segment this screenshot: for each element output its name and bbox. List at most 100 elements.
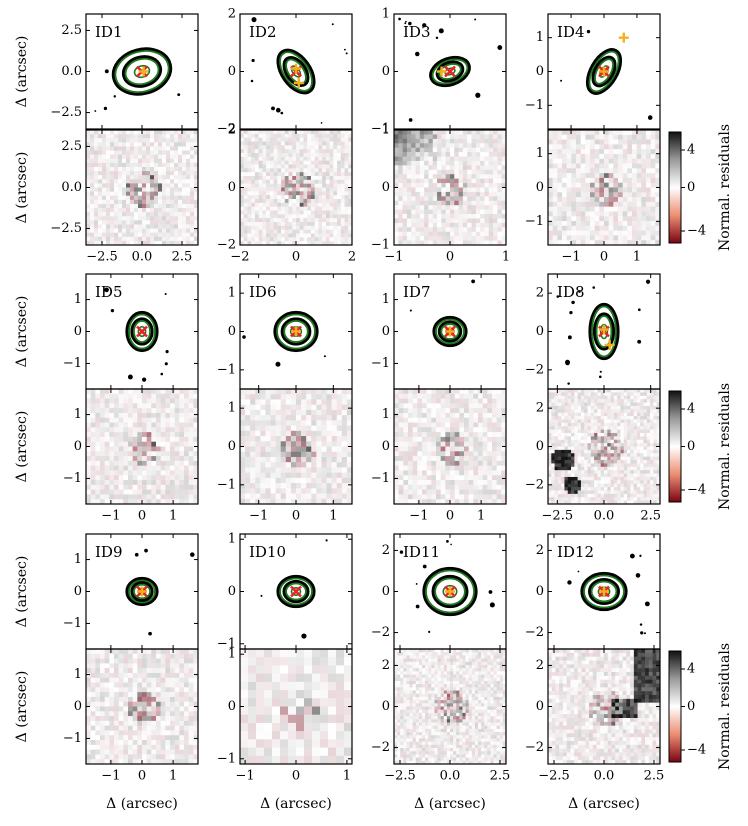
residual-pixel — [265, 394, 271, 400]
residual-pixel — [270, 483, 276, 489]
residual-pixel — [193, 432, 199, 438]
residual-pixel — [627, 201, 633, 207]
residual-pixel — [422, 475, 427, 481]
residual-pixel — [576, 221, 581, 227]
residual-pixel — [636, 201, 642, 207]
residual-pixel — [459, 460, 465, 466]
residual-pixel — [580, 216, 586, 222]
residual-pixel — [156, 494, 161, 500]
residual-pixel — [454, 441, 460, 447]
residual-pixel — [245, 488, 251, 494]
residual-pixel — [178, 228, 183, 233]
residual-pixel — [655, 149, 661, 155]
residual-pixel — [118, 191, 123, 197]
residual-pixel — [118, 393, 124, 399]
residual-pixel — [613, 235, 619, 241]
residual-pixel — [484, 160, 490, 166]
residual-pixel — [326, 420, 332, 426]
residual-pixel — [618, 211, 623, 217]
residual-pixel — [646, 153, 651, 160]
residual-pixel — [655, 182, 661, 188]
residual-pixel — [426, 499, 432, 505]
residual-pixel — [566, 168, 572, 174]
residual-pixel — [482, 460, 488, 466]
residual-pixel — [473, 456, 479, 462]
residual-pixel — [128, 494, 133, 500]
residual-pixel — [194, 171, 199, 176]
residual-pixel — [344, 225, 349, 230]
residual-pixel — [480, 134, 485, 140]
residual-pixel — [142, 171, 147, 176]
residual-pixel — [262, 187, 267, 192]
residual-pixel — [306, 467, 312, 473]
residual-pixel — [337, 153, 342, 158]
residual-pixel — [281, 206, 286, 211]
residual-pixel — [571, 392, 575, 397]
residual-pixel — [174, 408, 180, 414]
residual-pixel — [422, 436, 427, 443]
residual-pixel — [497, 240, 502, 246]
residual-pixel — [492, 470, 497, 476]
residual-pixel — [585, 168, 591, 174]
residual-pixel — [562, 177, 567, 184]
residual-pixel — [318, 172, 323, 177]
residual-pixel — [613, 177, 619, 184]
residual-pixel — [646, 130, 651, 136]
residual-pixel — [114, 422, 119, 428]
residual-pixel — [468, 389, 474, 395]
residual-pixel — [415, 156, 421, 162]
residual-pixel — [646, 182, 651, 188]
residual-pixel — [604, 163, 609, 169]
residual-pixel — [571, 473, 575, 478]
noise-speck — [647, 115, 653, 120]
residual-pixel — [122, 142, 127, 147]
residual-pixel — [632, 139, 637, 145]
residual-pixel — [301, 425, 307, 432]
residual-pixel — [240, 145, 245, 150]
residual-pixel — [329, 241, 334, 246]
residual-pixel — [482, 422, 488, 428]
residual-pixel — [156, 465, 161, 471]
noise-speck — [398, 17, 401, 21]
residual-pixel — [548, 409, 552, 413]
residual-pixel — [471, 218, 477, 224]
residual-pixel — [154, 183, 159, 188]
residual-pixel — [281, 222, 286, 227]
component-plus-marker — [604, 339, 615, 350]
residual-pixel — [622, 134, 628, 140]
residual-pixel — [182, 191, 187, 197]
residual-pixel — [417, 451, 423, 457]
residual-pixel — [554, 487, 559, 491]
residual-pixel — [496, 398, 502, 404]
residual-pixel — [475, 178, 481, 184]
residual-pixel — [292, 202, 297, 207]
residual-pixel — [194, 228, 199, 233]
residual-pixel — [431, 494, 437, 500]
residual-pixel — [473, 494, 479, 500]
residual-pixel — [288, 191, 293, 196]
residual-pixel — [100, 393, 105, 399]
residual-pixel — [86, 150, 91, 155]
residual-pixel — [567, 476, 572, 481]
residual-pixel — [441, 138, 446, 144]
residual-pixel — [245, 446, 251, 453]
residual-pixel — [501, 393, 507, 399]
residual-pixel — [557, 197, 563, 203]
residual-pixel — [269, 183, 274, 188]
residual-pixel — [594, 211, 600, 217]
residual-pixel — [462, 209, 468, 215]
residual-pixel — [337, 237, 342, 242]
residual-pixel — [170, 441, 175, 447]
residual-pixel — [454, 183, 459, 188]
residual-pixel — [548, 402, 552, 407]
residual-pixel — [462, 160, 468, 166]
residual-pixel — [316, 498, 322, 505]
residual-pixel — [292, 241, 297, 246]
source-contour-black — [121, 55, 163, 88]
residual-pixel — [566, 177, 572, 184]
residual-pixel — [299, 206, 304, 211]
residual-pixel — [284, 137, 289, 142]
residual-pixel — [341, 394, 348, 400]
residual-pixel — [440, 451, 446, 457]
residual-pixel — [269, 233, 274, 238]
